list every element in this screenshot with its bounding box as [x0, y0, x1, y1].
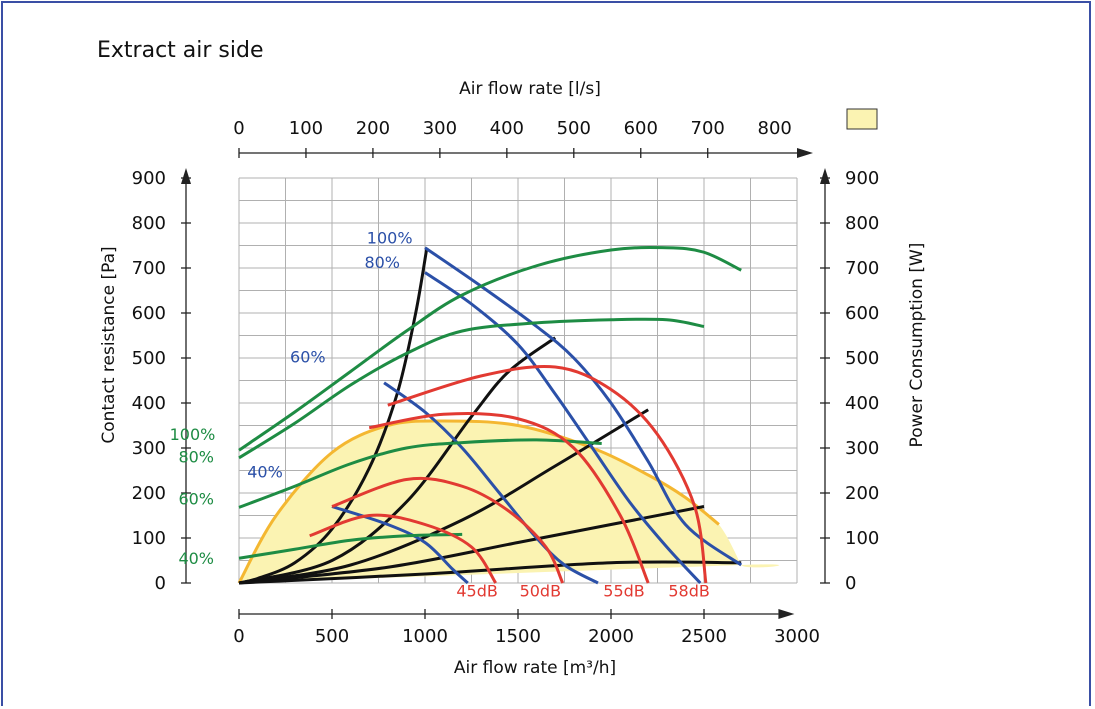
x-tick-label: 500 — [315, 626, 349, 647]
right-axis-arrow — [820, 168, 830, 184]
legend-swatch — [846, 108, 878, 130]
y2-axis-label: Power Consumption [W] — [907, 243, 927, 448]
x2-tick-label: 0 — [233, 118, 244, 139]
x2-tick-label: 500 — [557, 118, 591, 139]
bottom-axis-arrow — [778, 609, 795, 619]
power-curve-100pct — [238, 246, 742, 452]
labels: 100% 80% 60% 40% 100% 80% 60% 40% 45dB 50dB 55dB 58… — [170, 228, 710, 600]
x2-tick-label: 100 — [289, 118, 323, 139]
x-tick-label: 1000 — [402, 626, 448, 647]
y2-tick-label: 400 — [845, 393, 879, 414]
x-tick-label: 3000 — [774, 626, 820, 647]
y2-tick-label: 100 — [845, 528, 879, 549]
sound-label: 58dB — [668, 582, 710, 601]
sound-curve-50dB — [331, 476, 565, 584]
x-tick-label: 0 — [233, 626, 244, 647]
x2-tick-label: 700 — [691, 118, 725, 139]
y2-tick-label: 0 — [845, 573, 856, 594]
pressure-label: 100% — [367, 228, 413, 247]
envelope-outline — [237, 419, 720, 584]
sound-label: 45dB — [456, 582, 498, 601]
sound-curves — [309, 364, 708, 584]
left-axis-arrow — [181, 168, 191, 184]
y2-tick-label: 900 — [845, 168, 879, 189]
power-curve-80pct — [238, 317, 705, 460]
y-tick-label: 400 — [132, 393, 166, 414]
y-tick-label: 200 — [132, 483, 166, 504]
power-curve-40pct — [238, 532, 463, 560]
sound-curve-45dB — [309, 513, 497, 584]
power-label: 60% — [178, 489, 214, 508]
pressure-label: 80% — [364, 253, 400, 272]
x2-tick-label: 300 — [423, 118, 457, 139]
y-tick-label: 900 — [132, 168, 166, 189]
y2-tick-label: 800 — [845, 213, 879, 234]
x2-tick-label: 600 — [624, 118, 658, 139]
pressure-curve-40pct — [331, 505, 469, 585]
x2-tick-label: 400 — [490, 118, 524, 139]
pressure-curves — [331, 246, 743, 585]
y-tick-label: 0 — [155, 573, 166, 594]
x-axis-label: Air flow rate [m³/h] — [454, 658, 616, 678]
pressure-curve-60pct — [383, 381, 599, 585]
sound-label: 55dB — [603, 582, 645, 601]
power-curve-60pct — [238, 438, 602, 509]
system-line-4 — [238, 505, 705, 585]
pressure-curve-80pct — [424, 271, 702, 585]
top-axis-arrow — [797, 148, 813, 158]
y-tick-label: 600 — [132, 303, 166, 324]
x-tick-label: 1500 — [495, 626, 541, 647]
chart-title: Extract air side — [97, 38, 264, 63]
system-line-1 — [238, 247, 429, 585]
x2-tick-label: 200 — [356, 118, 390, 139]
sound-curve-55dB — [368, 412, 650, 584]
pressure-curve-100pct — [424, 246, 743, 567]
system-line-3 — [238, 408, 649, 585]
y-tick-label: 800 — [132, 213, 166, 234]
operating-envelope — [237, 419, 780, 584]
y2-tick-label: 700 — [845, 258, 879, 279]
x2-tick-label: 800 — [758, 118, 792, 139]
y2-tick-label: 600 — [845, 303, 879, 324]
power-label: 40% — [178, 549, 214, 568]
power-label: 80% — [178, 447, 214, 466]
y2-tick-label: 300 — [845, 438, 879, 459]
x-tick-label: 2000 — [588, 626, 634, 647]
y-tick-label: 700 — [132, 258, 166, 279]
envelope-fill — [239, 420, 780, 583]
y-tick-label: 500 — [132, 348, 166, 369]
y-tick-label: 300 — [132, 438, 166, 459]
pressure-label: 60% — [290, 348, 326, 367]
power-curves — [238, 246, 742, 560]
y-axis-label: Contact resistance [Pa] — [99, 246, 119, 443]
pressure-label: 40% — [247, 462, 283, 481]
sound-curve-58dB — [387, 364, 708, 584]
sound-label: 50dB — [520, 582, 562, 601]
power-label: 100% — [170, 425, 216, 444]
x2-axis-label: Air flow rate [l/s] — [459, 79, 601, 99]
y-tick-label: 100 — [132, 528, 166, 549]
y2-tick-label: 500 — [845, 348, 879, 369]
x-tick-label: 2500 — [681, 626, 727, 647]
y2-tick-label: 200 — [845, 483, 879, 504]
